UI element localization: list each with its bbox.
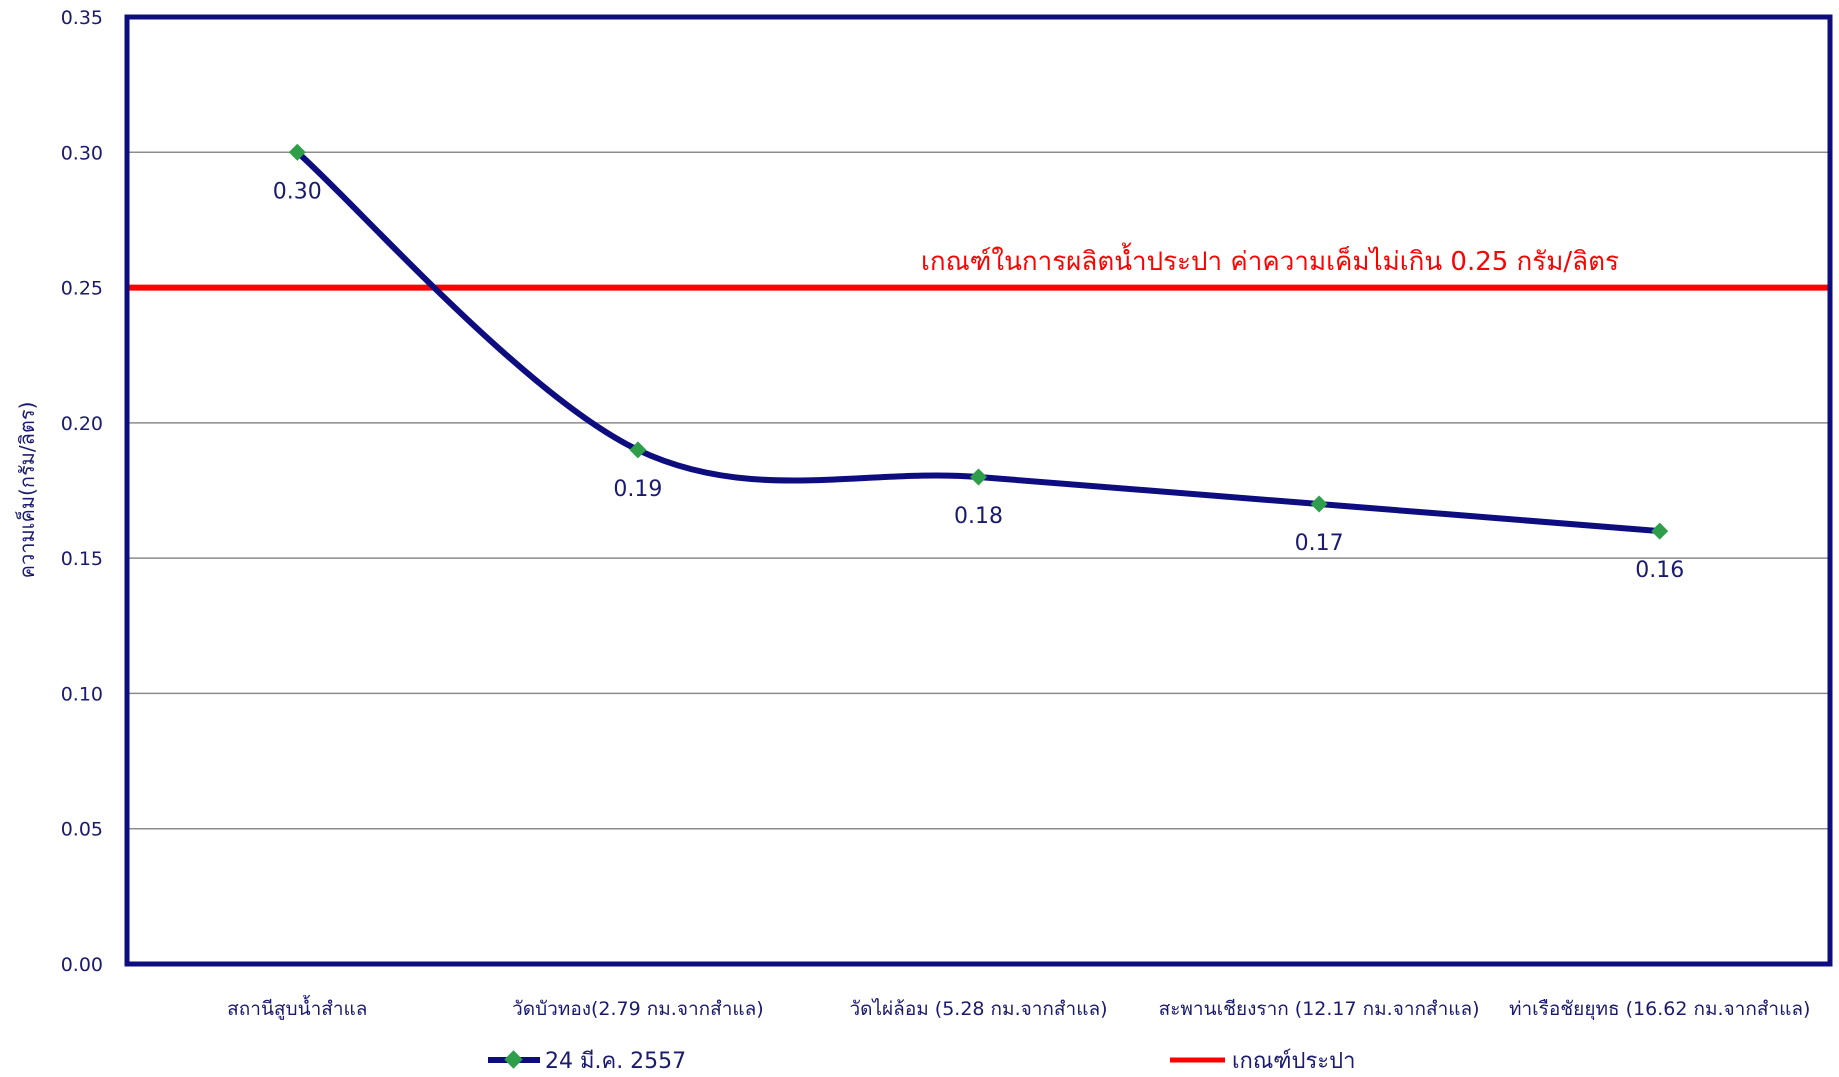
data-point — [629, 441, 647, 459]
data-point — [970, 468, 987, 486]
legend-series-label: 24 มี.ค. 2557 — [545, 1049, 686, 1073]
y-axis-ticks: 0.00 0.05 0.10 0.15 0.20 0.25 0.30 0.35 — [61, 7, 103, 976]
legend-item-threshold: เกณฑ์ประปา — [1170, 1049, 1355, 1074]
data-label: 0.17 — [1295, 531, 1344, 556]
x-category-label: สถานีสูบน้ำสำแล — [227, 995, 367, 1020]
x-axis-categories: สถานีสูบน้ำสำแล วัดบัวทอง(2.79 กม.จากสำแล… — [227, 995, 1810, 1021]
legend: 24 มี.ค. 2557 เกณฑ์ประปา — [488, 1049, 1355, 1074]
legend-threshold-label: เกณฑ์ประปา — [1232, 1049, 1355, 1073]
x-category-label: วัดไผ่ล้อม (5.28 กม.จากสำแล) — [849, 998, 1107, 1020]
x-category-label: สะพานเชียงราก (12.17 กม.จากสำแล) — [1159, 998, 1480, 1020]
legend-series-marker — [504, 1050, 523, 1069]
plot-frame — [124, 14, 1833, 967]
data-label: 0.30 — [273, 179, 322, 204]
data-label: 0.16 — [1635, 558, 1684, 583]
y-tick-label: 0.25 — [61, 278, 103, 300]
y-tick-label: 0.05 — [61, 819, 103, 841]
y-tick-label: 0.30 — [61, 142, 103, 164]
series-line — [294, 149, 1663, 535]
y-tick-label: 0.15 — [61, 548, 103, 570]
data-point — [1651, 522, 1669, 540]
y-axis-label: ความเค็ม(กรัม/ลิตร) — [14, 402, 39, 579]
data-point — [1310, 495, 1328, 513]
x-category-label: ท่าเรือชัยยุทธ (16.62 กม.จากสำแล) — [1509, 998, 1810, 1021]
series-layer: 0.30 0.19 0.18 0.17 0.16 — [273, 143, 1684, 583]
y-tick-label: 0.35 — [61, 7, 103, 29]
x-category-label: วัดบัวทอง(2.79 กม.จากสำแล) — [512, 998, 764, 1020]
data-label: 0.19 — [613, 477, 662, 502]
y-tick-label: 0.10 — [61, 683, 103, 705]
legend-item-series: 24 มี.ค. 2557 — [488, 1049, 686, 1074]
data-point — [288, 143, 306, 161]
threshold-annotation: เกณฑ์ในการผลิตน้ำประปา ค่าความเค็มไม่เกิ… — [921, 242, 1619, 277]
data-label: 0.18 — [954, 504, 1003, 529]
y-tick-label: 0.00 — [61, 954, 103, 976]
y-tick-label: 0.20 — [61, 413, 103, 435]
